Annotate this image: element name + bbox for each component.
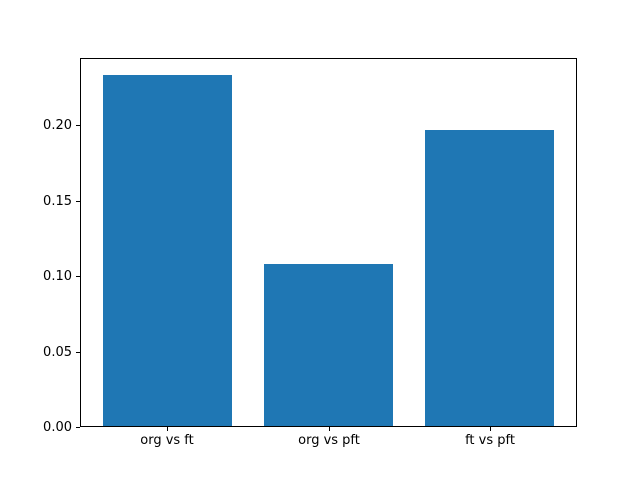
y-tick <box>76 125 80 126</box>
y-tick-label: 0.05 <box>43 345 72 360</box>
bar-ft-vs-pft <box>425 130 554 427</box>
y-tick <box>76 427 80 428</box>
x-tick-label: org vs ft <box>140 433 194 448</box>
y-tick-label: 0.20 <box>43 118 72 133</box>
x-tick <box>167 427 168 431</box>
bar-org-vs-pft <box>264 264 393 427</box>
x-tick <box>490 427 491 431</box>
y-tick <box>76 201 80 202</box>
y-tick-label: 0.00 <box>43 420 72 435</box>
x-tick-label: org vs pft <box>298 433 360 448</box>
y-tick <box>76 276 80 277</box>
x-tick-label: ft vs pft <box>465 433 515 448</box>
bar-org-vs-ft <box>103 75 232 427</box>
x-tick <box>329 427 330 431</box>
y-tick-label: 0.10 <box>43 269 72 284</box>
y-tick-label: 0.15 <box>43 194 72 209</box>
y-tick <box>76 352 80 353</box>
